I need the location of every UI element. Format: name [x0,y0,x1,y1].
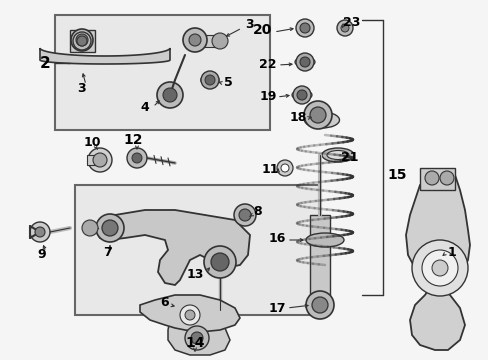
Circle shape [311,297,327,313]
Circle shape [82,220,98,236]
Bar [87,155,97,165]
Circle shape [73,32,91,50]
Circle shape [292,86,310,104]
Circle shape [180,305,200,325]
Text: 20: 20 [253,23,272,37]
Circle shape [296,90,306,100]
Circle shape [336,20,352,36]
Circle shape [340,24,348,32]
Text: 23: 23 [343,15,360,28]
Ellipse shape [304,112,339,128]
Bar [419,168,454,190]
Circle shape [191,332,203,344]
Polygon shape [40,48,170,64]
Circle shape [183,28,206,52]
Circle shape [421,250,457,286]
Text: 8: 8 [253,206,262,219]
Circle shape [93,153,107,167]
Circle shape [30,222,50,242]
Circle shape [304,101,331,129]
Circle shape [163,88,177,102]
Circle shape [201,71,219,89]
Ellipse shape [321,148,353,162]
Bar [75,185,319,315]
Text: 14: 14 [185,336,204,350]
Circle shape [295,53,313,71]
Circle shape [76,34,88,46]
Circle shape [35,227,45,237]
Text: 15: 15 [386,168,406,182]
Circle shape [305,291,333,319]
Polygon shape [168,320,229,355]
Circle shape [157,82,183,108]
Ellipse shape [291,90,311,100]
Circle shape [295,19,313,37]
Circle shape [184,326,208,350]
Ellipse shape [305,233,343,247]
Circle shape [127,148,147,168]
Circle shape [411,240,467,296]
Text: 7: 7 [102,247,111,260]
Circle shape [212,33,227,49]
Text: 10: 10 [83,136,101,149]
Circle shape [189,34,201,46]
Text: 3: 3 [78,81,86,94]
Bar [309,215,329,295]
Text: 17: 17 [268,301,285,315]
Bar [70,30,95,52]
Circle shape [77,36,87,46]
Text: 22: 22 [259,58,276,72]
Polygon shape [95,210,249,285]
Circle shape [309,107,325,123]
Circle shape [96,214,124,242]
Text: 9: 9 [38,248,46,261]
Circle shape [234,204,256,226]
Text: 21: 21 [341,152,358,165]
Text: 16: 16 [268,231,285,244]
Polygon shape [140,295,240,332]
Circle shape [210,253,228,271]
Circle shape [71,29,93,51]
Text: 6: 6 [161,297,169,310]
Circle shape [239,209,250,221]
Bar [190,35,220,47]
Text: 5: 5 [223,77,232,90]
Circle shape [299,57,309,67]
Circle shape [424,171,438,185]
Text: 4: 4 [141,102,149,114]
Circle shape [204,75,215,85]
Circle shape [88,148,112,172]
Circle shape [184,310,195,320]
Text: 2: 2 [40,55,50,71]
Text: 12: 12 [123,133,142,147]
Circle shape [281,164,288,172]
Text: 11: 11 [261,163,278,176]
Text: 18: 18 [289,112,306,125]
Ellipse shape [201,75,219,85]
Text: 13: 13 [186,269,203,282]
Ellipse shape [294,57,314,67]
Text: 19: 19 [259,90,276,104]
Ellipse shape [326,150,348,159]
Circle shape [439,171,453,185]
Text: 3: 3 [245,18,254,31]
Circle shape [299,23,309,33]
Circle shape [431,260,447,276]
Polygon shape [405,170,469,350]
Text: 1: 1 [447,246,455,258]
Circle shape [203,246,236,278]
Bar [55,15,269,130]
Circle shape [276,160,292,176]
Circle shape [102,220,118,236]
Circle shape [132,153,142,163]
